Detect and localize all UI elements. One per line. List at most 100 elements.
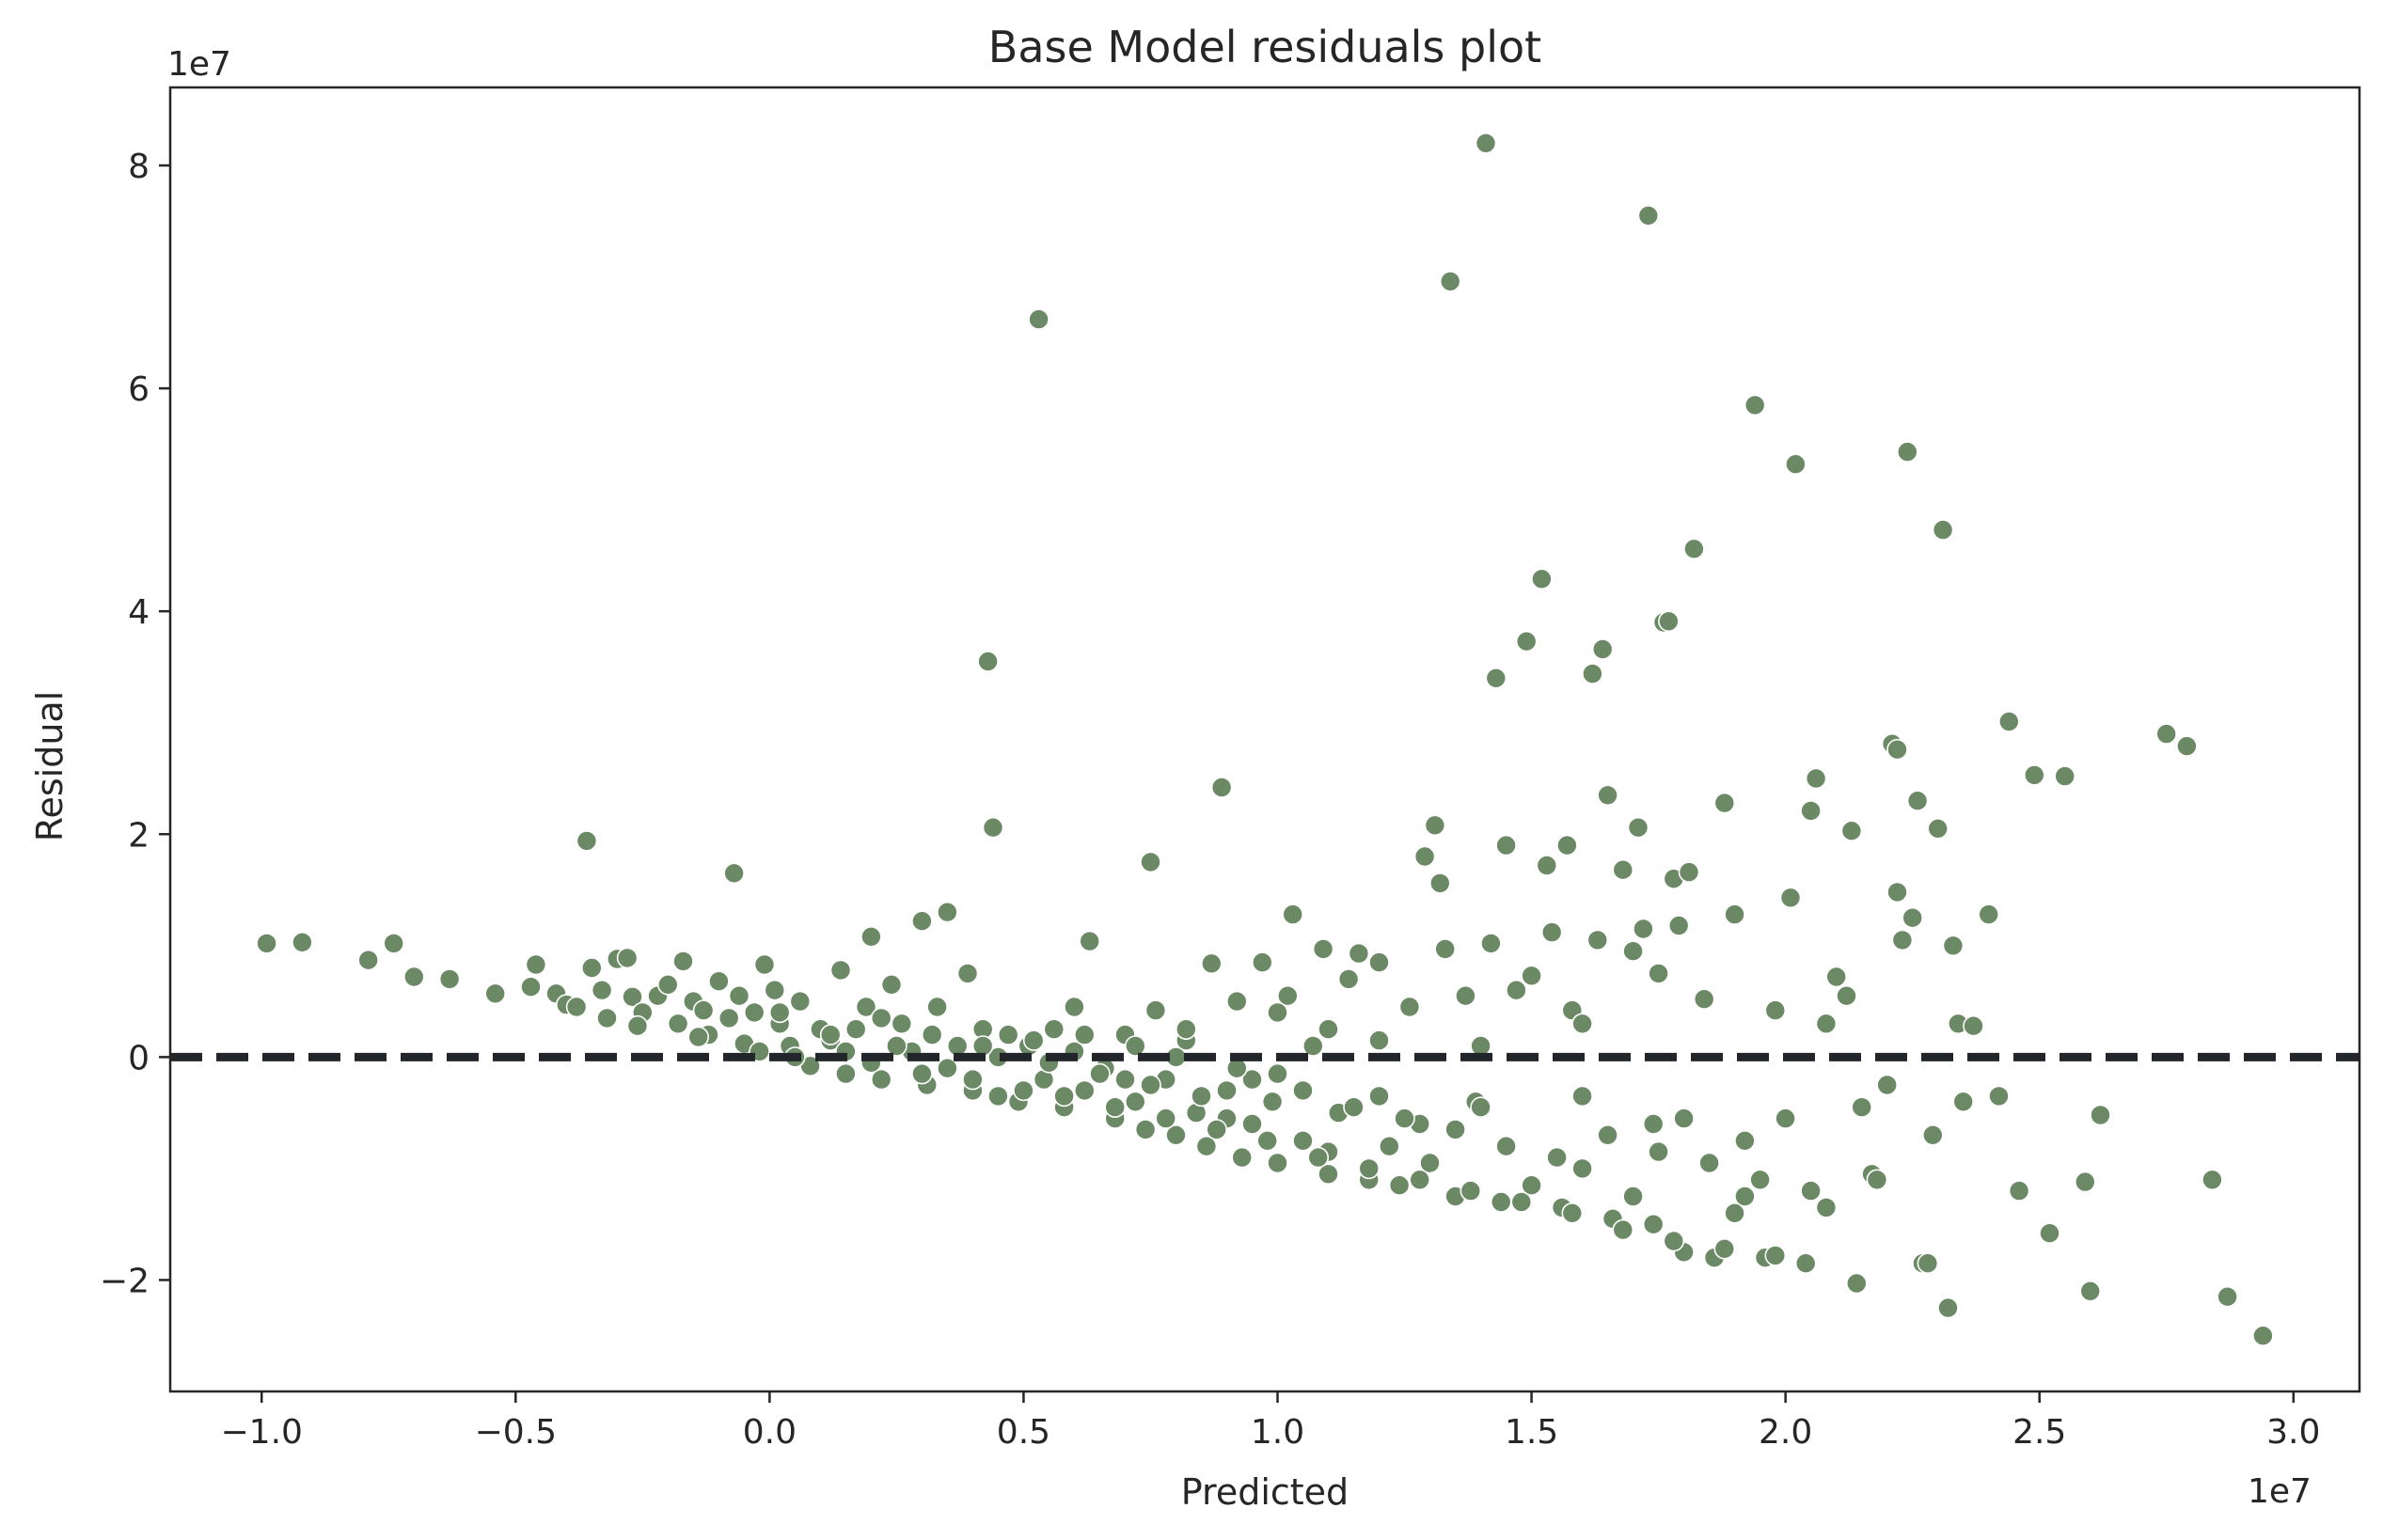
scatter-point bbox=[1561, 1202, 1584, 1224]
scatter-point bbox=[1216, 1079, 1238, 1102]
scatter-point bbox=[1490, 1191, 1512, 1213]
scatter-point bbox=[886, 1035, 907, 1057]
scatter-point bbox=[2075, 1171, 2096, 1193]
scatter-point bbox=[1633, 918, 1654, 940]
x-tick-label: −0.5 bbox=[475, 1413, 557, 1452]
scatter-point bbox=[1165, 1124, 1187, 1146]
scatter-point bbox=[911, 910, 933, 933]
y-tick-label: 4 bbox=[128, 593, 150, 632]
scatter-point bbox=[1201, 952, 1223, 975]
scatter-point bbox=[1195, 1135, 1218, 1157]
scatter-point bbox=[1013, 1079, 1034, 1102]
scatter-point bbox=[829, 959, 852, 982]
scatter-point bbox=[622, 986, 643, 1008]
scatter-point bbox=[1318, 1018, 1339, 1040]
scatter-point bbox=[1815, 1197, 1838, 1218]
scatter-point bbox=[1978, 904, 1999, 925]
scatter-point bbox=[2008, 1180, 2030, 1202]
scatter-point bbox=[1424, 814, 1446, 837]
scatter-point bbox=[1210, 777, 1233, 798]
scatter-point bbox=[1963, 1014, 1984, 1037]
scatter-point bbox=[1064, 996, 1085, 1018]
scatter-point bbox=[1515, 630, 1538, 652]
scatter-point bbox=[1571, 1013, 1593, 1035]
scatter-point bbox=[591, 979, 613, 1001]
scatter-point bbox=[520, 976, 542, 998]
scatter-point bbox=[357, 949, 380, 971]
scatter-point bbox=[1886, 738, 1908, 761]
scatter-point bbox=[1206, 1119, 1227, 1140]
scatter-point bbox=[937, 901, 958, 923]
scatter-point bbox=[1439, 270, 1461, 292]
scatter-point bbox=[667, 1013, 689, 1035]
x-tick-label: 3.0 bbox=[2266, 1413, 2320, 1452]
scatter-point bbox=[2079, 1281, 2101, 1302]
scatter-point bbox=[1267, 1001, 1288, 1024]
scatter-point bbox=[1622, 940, 1644, 963]
scatter-point bbox=[1074, 1024, 1096, 1045]
scatter-point bbox=[1318, 1163, 1339, 1186]
scatter-point bbox=[1429, 872, 1451, 894]
scatter-point bbox=[1891, 929, 1914, 951]
scatter-point bbox=[1637, 205, 1660, 227]
scatter-point bbox=[1470, 1035, 1491, 1057]
scatter-point bbox=[1667, 915, 1690, 936]
scatter-point bbox=[1089, 1062, 1111, 1085]
x-tick-label: 0.0 bbox=[743, 1413, 797, 1452]
scatter-point bbox=[1846, 1272, 1868, 1295]
scatter-point bbox=[256, 933, 277, 954]
scatter-point bbox=[1648, 1140, 1669, 1163]
scatter-point bbox=[1988, 1085, 2010, 1108]
scatter-point bbox=[1678, 861, 1700, 883]
scatter-point bbox=[1358, 1157, 1380, 1180]
scatter-point bbox=[2155, 723, 2177, 745]
scatter-point bbox=[1419, 1152, 1441, 1174]
scatter-point bbox=[982, 816, 1004, 839]
y-tick-label: 0 bbox=[128, 1039, 150, 1077]
scatter-point bbox=[891, 1013, 913, 1035]
scatter-point bbox=[1642, 1113, 1665, 1135]
scatter-point bbox=[692, 999, 715, 1021]
scatter-point bbox=[789, 990, 812, 1013]
scatter-point bbox=[921, 1024, 943, 1045]
scatter-point bbox=[937, 1057, 958, 1079]
scatter-point bbox=[1292, 1079, 1314, 1102]
scatter-point bbox=[1495, 1135, 1517, 1157]
scatter-point bbox=[718, 1007, 740, 1029]
plot-frame bbox=[168, 86, 2361, 1393]
scatter-point bbox=[880, 974, 903, 996]
scatter-point bbox=[1825, 966, 1847, 988]
scatter-point bbox=[1140, 851, 1161, 873]
scatter-point bbox=[484, 982, 507, 1005]
scatter-point bbox=[1337, 968, 1360, 990]
scatter-point bbox=[1724, 904, 1745, 925]
scatter-point bbox=[962, 1068, 984, 1091]
scatter-point bbox=[987, 1085, 1009, 1108]
scatter-point bbox=[997, 1024, 1019, 1045]
scatter-point bbox=[1851, 1096, 1872, 1118]
x-tick-label: 1.0 bbox=[1251, 1413, 1304, 1452]
scatter-point bbox=[1307, 1146, 1329, 1169]
scatter-point bbox=[1546, 1146, 1568, 1169]
scatter-point bbox=[1627, 816, 1649, 839]
scatter-point bbox=[1022, 1029, 1045, 1051]
scatter-point bbox=[2024, 764, 2045, 786]
scatter-point bbox=[1267, 1152, 1288, 1174]
scatter-point bbox=[1379, 1135, 1400, 1157]
y-axis-label: Residual bbox=[29, 691, 71, 841]
scatter-point bbox=[1906, 790, 1929, 812]
scatter-point bbox=[946, 1035, 969, 1057]
scatter-point bbox=[1312, 938, 1334, 960]
scatter-point bbox=[2217, 1285, 2238, 1308]
scatter-point bbox=[1683, 538, 1705, 560]
scatter-point bbox=[1663, 1230, 1685, 1252]
scatter-point bbox=[1536, 855, 1558, 876]
scatter-point bbox=[565, 996, 588, 1018]
scatter-point bbox=[1724, 1202, 1745, 1224]
scatter-point bbox=[596, 1007, 618, 1029]
scatter-point bbox=[743, 1001, 765, 1024]
scatter-point bbox=[1571, 1157, 1593, 1180]
scatter-point bbox=[1693, 988, 1715, 1010]
scatter-point bbox=[1571, 1085, 1593, 1108]
